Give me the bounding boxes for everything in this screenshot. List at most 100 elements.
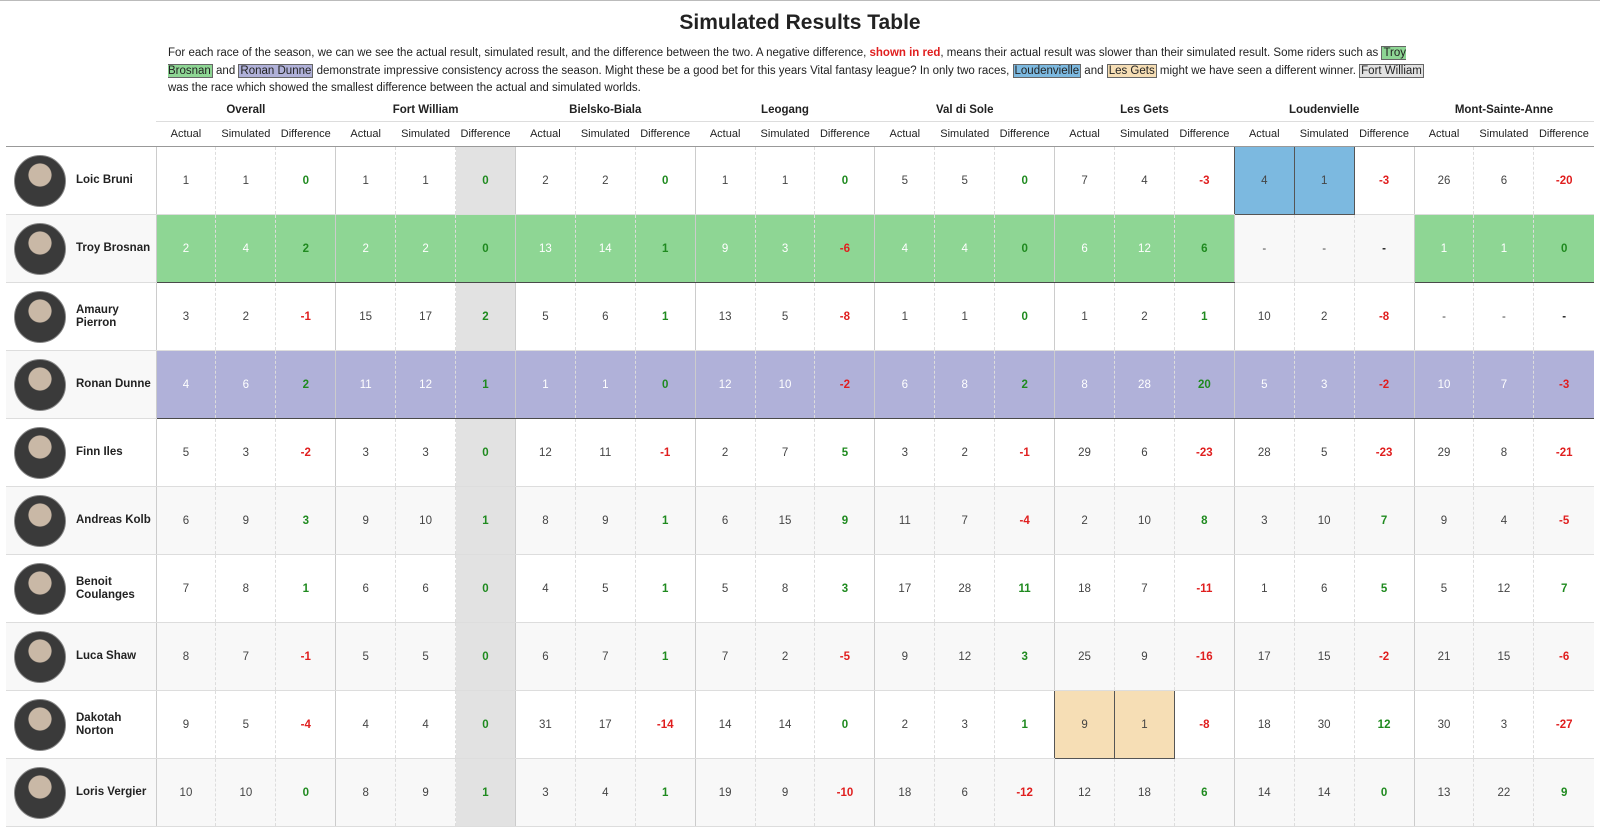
simulated-cell: 8 <box>215 554 276 623</box>
subcolumn-header: Difference <box>455 121 516 147</box>
rider-row: Loic Bruni 1 1 0 1 1 0 2 2 0 1 1 0 5 5 0 7 4 -3 4 1 -3 26 6 -20 <box>6 146 1594 215</box>
simulated-cell: 6 <box>215 350 276 419</box>
actual-cell: 10 <box>1413 350 1474 419</box>
actual-cell: 5 <box>874 146 935 215</box>
simulated-cell: 10 <box>215 758 276 827</box>
avatar-cell <box>6 622 74 691</box>
difference-cell: 0 <box>1533 214 1594 283</box>
highlighted-text: Loudenvielle <box>1012 63 1082 78</box>
actual-cell: 4 <box>155 350 216 419</box>
simulated-cell: 9 <box>215 486 276 555</box>
simulated-cell: 9 <box>574 486 636 555</box>
simulated-cell: 30 <box>1293 690 1355 759</box>
actual-cell: 4 <box>514 554 576 623</box>
difference-cell: -4 <box>275 690 336 759</box>
difference-cell: -27 <box>1533 690 1594 759</box>
difference-cell: 1 <box>275 554 336 623</box>
race-header: Val di Sole <box>874 99 1055 122</box>
subcolumn-header: Difference <box>635 121 696 147</box>
difference-cell: -2 <box>1353 350 1415 419</box>
difference-cell: 1 <box>634 622 696 691</box>
simulated-cell: 28 <box>1114 350 1175 419</box>
rider-row: Finn Iles 5 3 -2 3 3 0 12 11 -1 2 7 5 3 2 -1 29 6 -23 28 5 -2… <box>6 418 1594 487</box>
difference-cell: 7 <box>1353 486 1415 555</box>
header-spacer <box>6 121 156 147</box>
difference-cell: -8 <box>1173 690 1235 759</box>
subcolumn-header: Simulated <box>395 121 456 147</box>
actual-cell: 14 <box>1233 758 1295 827</box>
simulated-cell: 5 <box>1293 418 1355 487</box>
subcolumn-header: Actual <box>695 121 756 147</box>
actual-cell: 3 <box>335 418 396 487</box>
difference-cell: - <box>1533 282 1594 351</box>
difference-cell: -1 <box>275 622 336 691</box>
actual-cell: 11 <box>874 486 935 555</box>
simulated-cell: 4 <box>574 758 636 827</box>
description: For each race of the season, we can we s… <box>168 45 1440 99</box>
race-header: Leogang <box>695 99 875 122</box>
simulated-cell: 15 <box>1293 622 1355 691</box>
difference-cell: 0 <box>994 214 1055 283</box>
header-spacer <box>6 99 156 122</box>
text: and <box>212 64 239 77</box>
simulated-cell: 9 <box>1114 622 1175 691</box>
title: Simulated Results Table <box>679 11 921 34</box>
actual-cell: 13 <box>514 214 576 283</box>
actual-cell: 18 <box>1054 554 1115 623</box>
simulated-cell: 8 <box>1473 418 1534 487</box>
actual-cell: 7 <box>694 622 756 691</box>
difference-cell: 0 <box>814 146 875 215</box>
simulated-cell: 4 <box>1114 146 1175 215</box>
rider-avatar <box>14 698 66 751</box>
text: was the race which showed the smallest d… <box>168 82 641 94</box>
subcolumn-header: Difference <box>1533 121 1594 147</box>
avatar-cell <box>6 418 74 487</box>
actual-cell: 8 <box>335 758 396 827</box>
table-header: Overall Fort William Bielsko-Biala Leogang V… <box>6 99 1594 147</box>
simulated-cell: 14 <box>754 690 815 759</box>
race-header: Bielsko-Biala <box>515 99 696 122</box>
subcolumn-header: Actual <box>1234 121 1295 147</box>
subcolumn-header: Actual <box>335 121 396 147</box>
actual-cell: 29 <box>1413 418 1474 487</box>
simulated-cell: - <box>1293 214 1355 283</box>
simulated-cell: 2 <box>215 282 276 351</box>
simulated-cell: 7 <box>1114 554 1175 623</box>
rider-name: Troy Brosnan <box>74 214 156 283</box>
difference-cell: -8 <box>1353 282 1415 351</box>
difference-cell: -14 <box>634 690 696 759</box>
difference-cell: 20 <box>1173 350 1235 419</box>
difference-cell: 0 <box>275 146 336 215</box>
actual-cell: 2 <box>335 214 396 283</box>
actual-cell: 8 <box>514 486 576 555</box>
actual-cell: 1 <box>694 146 756 215</box>
simulated-cell: 5 <box>215 690 276 759</box>
avatar-cell <box>6 690 74 759</box>
simulated-cell: 12 <box>1114 214 1175 283</box>
rider-row: Loris Vergier 10 10 0 8 9 1 3 4 1 19 9 -10 18 6 -12 12 18… <box>6 758 1594 827</box>
subcolumn-header: Actual <box>1414 121 1474 147</box>
avatar-cell <box>6 214 74 283</box>
rider-avatar <box>14 562 66 615</box>
simulated-cell: 10 <box>395 486 456 555</box>
difference-cell: 0 <box>634 146 696 215</box>
difference-cell: 1 <box>455 758 516 827</box>
difference-cell: 1 <box>634 758 696 827</box>
race-header-row: Overall Fort William Bielsko-Biala Leogang V… <box>6 99 1594 122</box>
actual-cell: 2 <box>1054 486 1115 555</box>
text: demonstrate impressive consistency acros… <box>313 64 1013 77</box>
subcolumn-header: Actual <box>156 121 216 147</box>
difference-cell: 0 <box>455 418 516 487</box>
difference-cell: 1 <box>994 690 1055 759</box>
simulated-cell: 1 <box>395 146 456 215</box>
difference-cell: 6 <box>1173 214 1235 283</box>
avatar-cell <box>6 146 74 215</box>
simulated-cell: 22 <box>1473 758 1534 827</box>
actual-cell: 10 <box>155 758 216 827</box>
difference-cell: -4 <box>994 486 1055 555</box>
subcolumn-header: Difference <box>1354 121 1415 147</box>
subcolumn-header: Actual <box>1054 121 1115 147</box>
table-body: Loic Bruni 1 1 0 1 1 0 2 2 0 1 1 0 5 5 0 7 4 -3 4 1 -3 26 6 -20 T… <box>6 146 1594 827</box>
simulated-cell: 5 <box>574 554 636 623</box>
difference-cell: 11 <box>994 554 1055 623</box>
